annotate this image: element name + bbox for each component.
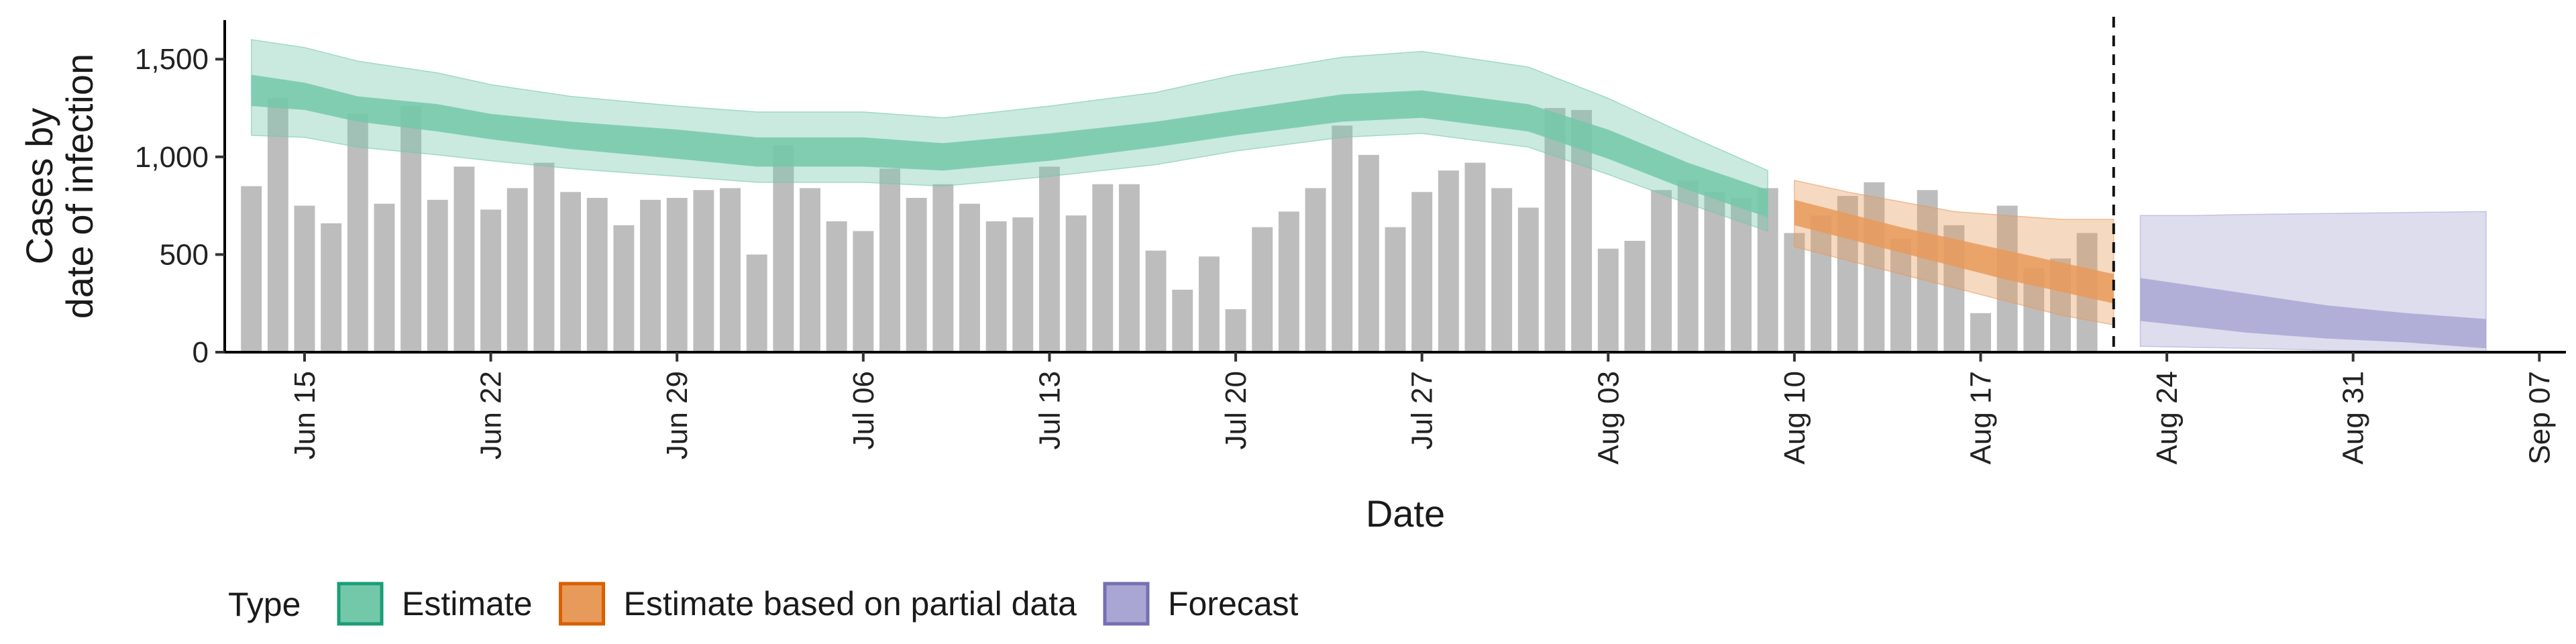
x-tick-label: Jul 06 (847, 371, 880, 449)
case-bar (1704, 192, 1725, 352)
estimate-inner-band (251, 74, 1768, 218)
case-bar (1624, 241, 1646, 352)
legend-label-estimate-based-on-partial-data: Estimate based on partial data (624, 585, 1077, 623)
case-bar (533, 162, 555, 352)
y-tick-label: 1,000 (135, 141, 209, 174)
case-bar (693, 190, 714, 352)
case-bar (1252, 227, 1273, 352)
legend-swatch-estimate (337, 582, 384, 626)
case-bar (1544, 108, 1566, 352)
y-tick-label: 1,500 (135, 43, 209, 76)
case-bar (800, 188, 820, 352)
case-bar (1784, 233, 1805, 352)
case-bar (560, 192, 582, 352)
case-bar (321, 223, 342, 352)
case-bar (640, 199, 661, 352)
case-bar (400, 106, 422, 352)
case-bar (586, 197, 608, 352)
case-bar (1970, 313, 1991, 352)
x-tick-label: Jun 15 (288, 371, 321, 460)
x-tick-label: Aug 03 (1592, 371, 1625, 464)
case-bar (1305, 188, 1326, 352)
x-tick-label: Aug 24 (2151, 371, 2184, 464)
x-tick-label: Jun 22 (475, 371, 508, 460)
case-bar (1731, 197, 1752, 352)
case-bar (1890, 239, 1911, 352)
case-bar (267, 98, 288, 352)
bars-layer (241, 98, 2098, 353)
case-bar (453, 166, 475, 352)
case-bar (1278, 211, 1299, 352)
case-bar (506, 188, 528, 352)
case-bar (1491, 188, 1513, 352)
legend: Type Estimate Estimate based on partial da… (228, 582, 1299, 626)
case-bar (1385, 227, 1406, 352)
case-bar (746, 254, 767, 352)
case-bar (1517, 207, 1539, 352)
case-bar (720, 188, 741, 352)
case-bar (1145, 250, 1167, 352)
legend-title: Type (228, 586, 301, 623)
case-bar (1038, 166, 1060, 352)
x-tick-label: Jul 20 (1220, 371, 1252, 449)
case-bar (1065, 215, 1087, 352)
case-bar (241, 186, 262, 352)
case-bar (879, 168, 900, 352)
case-bar (1118, 184, 1140, 352)
x-tick-label: Aug 17 (1965, 371, 1998, 464)
forecast-inner-band (2140, 278, 2486, 349)
case-bar (1464, 162, 1486, 352)
y-tick-label: 0 (193, 336, 209, 369)
case-bar (959, 203, 980, 352)
bands-layer (250, 39, 2487, 353)
case-bar (1917, 190, 1938, 352)
case-bar (1597, 248, 1619, 352)
case-bar (1012, 217, 1034, 352)
y-axis-title-line: Cases by (18, 108, 60, 264)
case-bar (906, 197, 927, 352)
case-bar (1677, 180, 1699, 352)
case-bar (932, 184, 954, 352)
case-bar (1198, 256, 1220, 352)
y-axis-title-line: date of infection (58, 54, 101, 319)
case-bar (666, 197, 688, 352)
case-bar (480, 209, 502, 352)
case-bar (1172, 289, 1193, 352)
case-bar (1225, 309, 1246, 352)
case-bar (1411, 192, 1433, 352)
case-bar (853, 231, 874, 352)
legend-swatch-estimate-based-on-partial-data (559, 582, 606, 626)
case-bar (613, 225, 635, 352)
x-tick-label: Jul 27 (1406, 371, 1439, 449)
x-tick-label: Jul 13 (1033, 371, 1066, 449)
case-bar (826, 221, 847, 352)
x-tick-label: Jun 29 (661, 371, 694, 460)
case-bar (1358, 154, 1379, 353)
case-bar (1332, 125, 1353, 352)
legend-swatch-forecast (1103, 582, 1150, 626)
case-bar (374, 203, 395, 352)
x-axis-title: Date (1366, 492, 1445, 535)
case-bar (773, 145, 794, 352)
case-bar (1811, 215, 1832, 352)
legend-label-estimate: Estimate (402, 585, 533, 623)
case-bar (427, 199, 448, 352)
case-bar (985, 221, 1007, 352)
case-bar (347, 113, 368, 352)
case-bar (1092, 184, 1114, 352)
estimate-based-on-partial-data-inner-band (1794, 199, 2114, 304)
x-tick-label: Sep 07 (2523, 371, 2556, 464)
case-bar (1651, 190, 1672, 352)
y-tick-label: 500 (160, 238, 209, 271)
case-bar (294, 205, 315, 352)
legend-label-forecast: Forecast (1168, 585, 1299, 623)
case-bar (1438, 170, 1459, 353)
x-tick-label: Aug 10 (1778, 371, 1811, 464)
x-tick-label: Aug 31 (2337, 371, 2370, 464)
estimate-outer-band (250, 39, 1768, 232)
axes-layer: 0 500 1,000 1,500 Jun 15 Jun 22 Jun 29 Jul 06 Ju… (135, 20, 2566, 464)
